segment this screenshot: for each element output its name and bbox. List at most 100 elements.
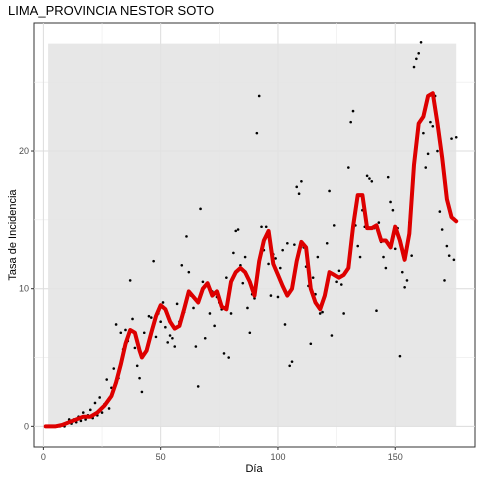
- data-point: [276, 295, 280, 299]
- data-point: [239, 263, 242, 267]
- data-point: [213, 324, 216, 328]
- data-point: [410, 254, 413, 257]
- data-point: [389, 200, 392, 204]
- data-point: [321, 310, 324, 314]
- data-point: [81, 411, 85, 414]
- data-point: [347, 166, 350, 169]
- data-point: [431, 124, 435, 128]
- data-point: [229, 312, 233, 315]
- data-point: [119, 331, 123, 335]
- data-point: [311, 276, 315, 279]
- x-tick-label: 0: [41, 452, 46, 462]
- data-point: [452, 258, 456, 262]
- data-point: [196, 385, 200, 388]
- x-axis-title: Día: [245, 463, 263, 475]
- data-point: [349, 120, 352, 124]
- data-point: [412, 65, 416, 69]
- smooth-line: [43, 91, 459, 429]
- data-point: [208, 312, 212, 315]
- data-point: [400, 270, 404, 274]
- data-point: [203, 336, 207, 340]
- data-point: [295, 185, 299, 189]
- data-point: [234, 229, 238, 233]
- data-point: [269, 294, 273, 297]
- data-point: [300, 180, 303, 183]
- data-point: [356, 244, 360, 248]
- data-point: [105, 378, 109, 381]
- axis-ticks: 0 50 100 150 0 10 20: [19, 146, 403, 462]
- data-point: [194, 345, 198, 348]
- data-point: [370, 180, 374, 183]
- data-point: [79, 419, 83, 423]
- data-point: [112, 367, 116, 370]
- data-point: [236, 228, 240, 231]
- data-point: [114, 323, 118, 326]
- data-point: [164, 325, 167, 329]
- data-point: [325, 241, 329, 245]
- data-point: [128, 279, 132, 282]
- data-point: [330, 334, 334, 337]
- data-point: [342, 312, 345, 315]
- data-point: [393, 247, 397, 251]
- data-point: [445, 244, 449, 248]
- data-point: [135, 364, 139, 368]
- data-point: [142, 331, 146, 335]
- data-point: [293, 243, 296, 246]
- data-point: [283, 323, 287, 326]
- data-point: [279, 266, 282, 270]
- data-point: [161, 301, 165, 304]
- data-point: [422, 131, 425, 135]
- data-point: [368, 177, 371, 180]
- data-point: [88, 408, 92, 412]
- data-point: [426, 152, 430, 156]
- data-point: [337, 269, 341, 273]
- data-point: [199, 207, 202, 211]
- data-point: [384, 266, 388, 270]
- x-tick-label: 100: [270, 452, 285, 462]
- data-point: [154, 335, 158, 339]
- data-point: [253, 297, 256, 300]
- data-point: [454, 135, 458, 139]
- data-point: [274, 257, 277, 260]
- data-point: [316, 255, 320, 259]
- data-point: [290, 360, 294, 363]
- data-point: [175, 302, 179, 306]
- smooth-line-path: [43, 91, 459, 429]
- data-point: [100, 411, 104, 414]
- data-point: [365, 174, 369, 178]
- data-point: [377, 221, 381, 224]
- data-point: [133, 346, 137, 350]
- data-point: [391, 208, 395, 212]
- data-point: [159, 320, 162, 324]
- data-point: [424, 166, 428, 169]
- data-point: [386, 175, 390, 179]
- data-point: [93, 401, 97, 405]
- data-point: [185, 235, 188, 238]
- data-point: [436, 149, 439, 153]
- data-point: [241, 281, 245, 285]
- y-tick-label: 10: [19, 284, 29, 294]
- data-point: [335, 280, 338, 284]
- data-point: [98, 396, 101, 399]
- data-point: [225, 276, 228, 279]
- data-point: [429, 120, 432, 124]
- data-point: [260, 225, 263, 229]
- data-point: [227, 356, 230, 359]
- data-point: [173, 345, 177, 348]
- data-point: [382, 255, 385, 259]
- data-point: [415, 57, 418, 61]
- band-rect: [48, 43, 457, 427]
- data-point: [419, 40, 423, 44]
- data-point: [147, 314, 151, 318]
- data-point: [288, 364, 291, 368]
- data-point: [328, 189, 331, 193]
- data-point: [450, 137, 453, 140]
- data-point: [140, 390, 144, 394]
- data-point: [286, 241, 289, 245]
- confidence-band: [48, 43, 457, 427]
- data-point: [222, 352, 226, 355]
- data-point: [255, 131, 259, 135]
- data-point: [243, 255, 247, 259]
- x-tick-label: 50: [156, 452, 166, 462]
